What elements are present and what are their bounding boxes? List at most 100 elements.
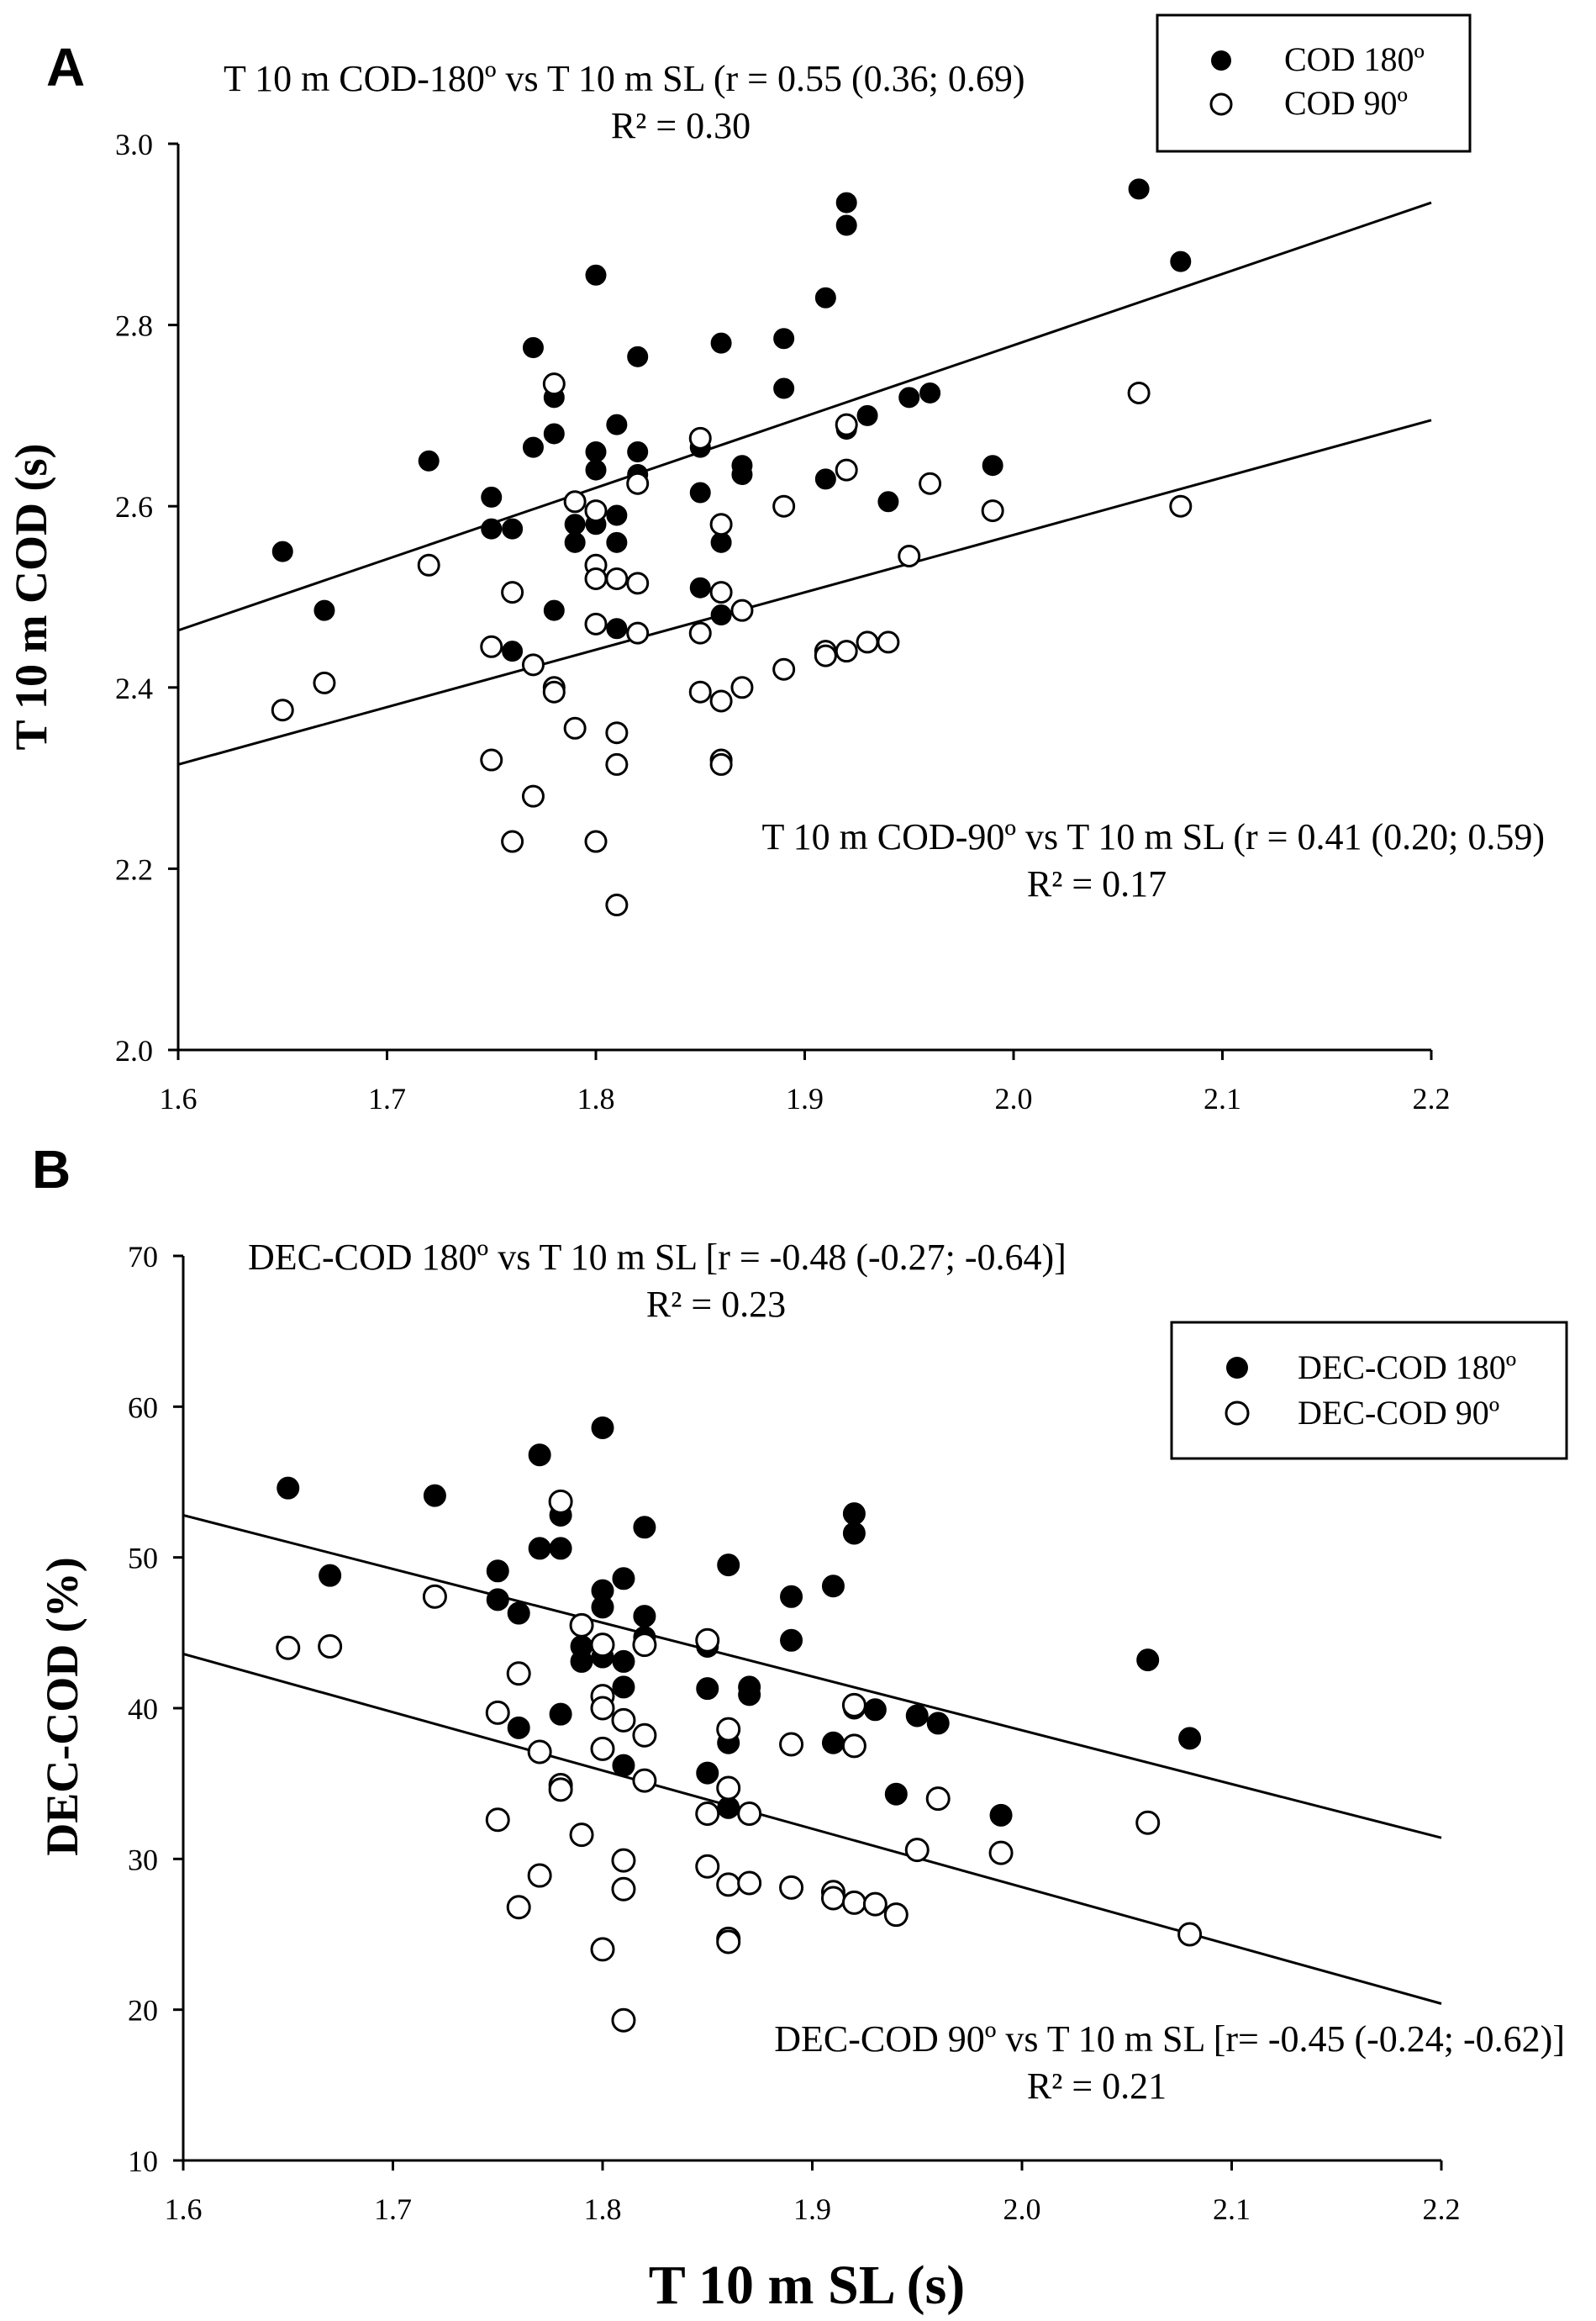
panel-a-legend-marker-open bbox=[1209, 92, 1233, 116]
panel-b-point-90 bbox=[527, 1739, 552, 1764]
panel-b-point-180 bbox=[842, 1502, 866, 1526]
panel-b-y-tick-label: 70 bbox=[128, 1240, 158, 1274]
panel-b-point-90 bbox=[548, 1489, 573, 1514]
panel-b-point-180 bbox=[780, 1585, 803, 1608]
panel-a-point-180 bbox=[835, 214, 857, 236]
panel-b-x-tick-label: 1.7 bbox=[374, 2192, 412, 2226]
panel-b-upper-annotation: DEC-COD 180º vs T 10 m SL [r = -0.48 (-0… bbox=[248, 1237, 1067, 1278]
panel-a-point-90 bbox=[605, 567, 629, 590]
panel-b-point-180 bbox=[549, 1537, 572, 1560]
panel-a-point-90 bbox=[563, 490, 587, 514]
panel-a-x-tick-label: 1.8 bbox=[577, 1082, 615, 1116]
panel-b-point-90 bbox=[318, 1633, 343, 1659]
panel-a-x-tick-label: 1.6 bbox=[160, 1082, 198, 1116]
panel-b-y-axis-title: DEC-COD (%) bbox=[37, 1557, 87, 1855]
panel-a-x-tick-label: 1.9 bbox=[786, 1082, 824, 1116]
panel-a-point-90 bbox=[605, 752, 629, 776]
panel-b-point-180 bbox=[486, 1588, 509, 1612]
panel-b-lower-annotation: DEC-COD 90º vs T 10 m SL [r= -0.45 (-0.2… bbox=[774, 2018, 1565, 2060]
panel-b-point-180 bbox=[905, 1704, 929, 1728]
panel-a-point-90 bbox=[584, 830, 608, 853]
panel-b-point-90 bbox=[841, 1733, 866, 1759]
panel-a-point-90 bbox=[626, 572, 650, 595]
panel-b-point-180 bbox=[507, 1601, 530, 1625]
panel-a-x-tick-label: 2.1 bbox=[1204, 1082, 1241, 1116]
panel-b-point-180 bbox=[633, 1516, 656, 1539]
panel-b-point-180 bbox=[528, 1537, 551, 1560]
panel-b-point-180 bbox=[989, 1803, 1013, 1827]
panel-b-point-90 bbox=[611, 1876, 636, 1902]
panel-a-point-90 bbox=[709, 513, 733, 536]
panel-a-point-180 bbox=[731, 463, 753, 485]
panel-a-point-90 bbox=[1127, 381, 1151, 404]
panel-a-point-180 bbox=[898, 387, 920, 409]
panel-b-point-90 bbox=[422, 1584, 447, 1609]
panel-b-point-90 bbox=[841, 1692, 866, 1717]
panel-a-y-tick-label: 2.2 bbox=[115, 852, 153, 886]
panel-b-y-tick-label: 20 bbox=[128, 1994, 158, 2028]
panel-a-point-90 bbox=[709, 581, 733, 604]
panel-b-point-90 bbox=[904, 1838, 930, 1863]
panel-a-y-tick-label: 3.0 bbox=[115, 128, 153, 161]
panel-a-x-tick-label: 1.7 bbox=[368, 1082, 406, 1116]
panel-a-legend-label-2: COD 90º bbox=[1284, 84, 1408, 122]
panel-b-point-180 bbox=[842, 1522, 866, 1545]
panel-a-axes: 1.6 1.7 1.8 1.9 2.0 2.1 2.2 2.0 2.2 2.4 2.6 2.8 3.0 bbox=[115, 128, 1451, 1116]
panel-b-point-90 bbox=[506, 1895, 531, 1920]
panel-b-point-180 bbox=[926, 1712, 950, 1735]
panel-a-point-180 bbox=[814, 468, 836, 490]
panel-b-point-90 bbox=[485, 1700, 510, 1725]
panel-a-point-90 bbox=[835, 458, 858, 482]
panel-a-point-90 bbox=[709, 752, 733, 776]
panel-a-point-180 bbox=[627, 441, 649, 463]
panel-a-point-90 bbox=[626, 621, 650, 645]
panel-a-point-180 bbox=[585, 459, 607, 481]
panel-a-point-180 bbox=[502, 518, 524, 540]
panel-b-y-tick-label: 30 bbox=[128, 1843, 158, 1876]
panel-a-point-90 bbox=[313, 671, 336, 694]
panel-b-fit-line-180 bbox=[182, 1514, 1442, 1839]
panel-a-point-180 bbox=[1170, 251, 1192, 272]
panel-a-point-90 bbox=[772, 657, 796, 681]
panel-b-point-90 bbox=[695, 1854, 720, 1879]
panel-b-point-180 bbox=[591, 1416, 614, 1439]
panel-a-legend-label-1: COD 180º bbox=[1284, 40, 1425, 78]
panel-b-label: B bbox=[32, 1139, 71, 1200]
panel-b-axes: 1.6 1.7 1.8 1.9 2.0 2.1 2.2 10 20 30 40 50 60 70 bbox=[128, 1240, 1461, 2226]
panel-b-point-90 bbox=[632, 1633, 657, 1658]
panel-a-point-180 bbox=[418, 450, 440, 472]
panel-a-point-180 bbox=[1128, 178, 1150, 200]
panel-a-point-90 bbox=[417, 553, 440, 577]
panel-a-legend: COD 180º COD 90º bbox=[1156, 13, 1472, 153]
panel-b-point-180 bbox=[738, 1683, 761, 1706]
panel-a-point-90 bbox=[501, 830, 524, 853]
panel-b-point-90 bbox=[695, 1627, 720, 1653]
panel-a-point-90 bbox=[480, 635, 503, 658]
panel-a-point-180 bbox=[606, 414, 628, 435]
panel-a-point-90 bbox=[584, 567, 608, 590]
panel-b-point-180 bbox=[486, 1559, 509, 1583]
panel-a-point-90 bbox=[835, 413, 858, 436]
panel-a-point-180 bbox=[543, 599, 565, 621]
panel-b-x-tick-label: 1.9 bbox=[793, 2192, 831, 2226]
panel-a-label: A bbox=[46, 37, 85, 98]
panel-b-point-90 bbox=[716, 1717, 741, 1742]
panel-b-point-90 bbox=[632, 1722, 657, 1748]
panel-b-legend-label-2: DEC-COD 90º bbox=[1298, 1394, 1499, 1432]
panel-a-point-90 bbox=[772, 494, 796, 518]
panel-b-legend-box bbox=[1170, 1321, 1568, 1460]
panel-b-point-180 bbox=[612, 1754, 635, 1777]
panel-b-point-90 bbox=[632, 1768, 657, 1793]
panel-b-point-180 bbox=[277, 1476, 300, 1500]
panel-b-point-180 bbox=[612, 1675, 635, 1699]
panel-b-point-90 bbox=[611, 2007, 636, 2033]
panel-a-point-180 bbox=[627, 346, 649, 367]
panel-a-point-180 bbox=[773, 377, 795, 399]
panel-a-point-180 bbox=[710, 604, 732, 626]
panel-b-y-tick-label: 40 bbox=[128, 1692, 158, 1726]
panel-b-point-90 bbox=[695, 1801, 720, 1827]
panel-b-point-90 bbox=[737, 1870, 762, 1896]
panel-b-point-180 bbox=[612, 1567, 635, 1590]
panel-b-point-180 bbox=[821, 1731, 845, 1754]
panel-a-point-180 bbox=[313, 599, 335, 621]
